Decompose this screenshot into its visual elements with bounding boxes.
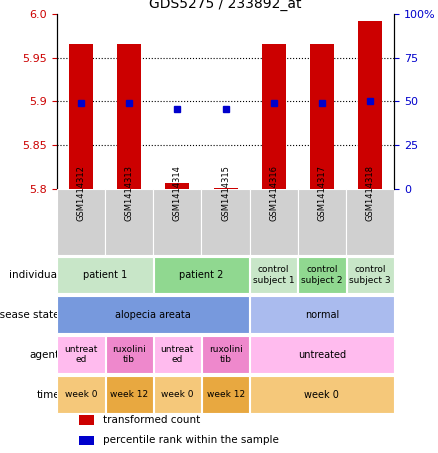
Text: patient 2: patient 2 <box>179 270 224 280</box>
Text: week 12: week 12 <box>206 390 245 399</box>
Text: time: time <box>36 390 60 400</box>
Text: disease state: disease state <box>0 310 60 320</box>
Bar <box>106 376 153 413</box>
Text: GSM1414312: GSM1414312 <box>77 165 85 221</box>
Text: ruxolini
tib: ruxolini tib <box>208 345 243 364</box>
Bar <box>57 337 105 373</box>
Bar <box>250 337 394 373</box>
Text: GSM1414316: GSM1414316 <box>269 165 278 221</box>
Bar <box>69 44 93 189</box>
Bar <box>57 297 249 333</box>
Text: ruxolini
tib: ruxolini tib <box>112 345 146 364</box>
Bar <box>346 189 394 255</box>
Bar <box>79 435 94 445</box>
Text: control
subject 1: control subject 1 <box>253 265 295 284</box>
Bar <box>154 257 249 293</box>
Bar <box>346 257 394 293</box>
Text: week 0: week 0 <box>161 390 194 399</box>
Bar <box>117 44 141 189</box>
Bar <box>250 297 394 333</box>
Text: untreat
ed: untreat ed <box>64 345 98 364</box>
Bar <box>57 376 105 413</box>
Text: GSM1414317: GSM1414317 <box>318 165 326 221</box>
Bar <box>310 44 334 189</box>
Bar <box>250 376 394 413</box>
Text: percentile rank within the sample: percentile rank within the sample <box>103 435 279 445</box>
Bar <box>250 257 297 293</box>
Bar <box>358 21 382 189</box>
Bar <box>154 376 201 413</box>
Bar <box>79 415 94 424</box>
Text: GSM1414315: GSM1414315 <box>221 165 230 221</box>
Bar <box>213 188 237 189</box>
Bar <box>57 257 153 293</box>
Text: untreated: untreated <box>298 350 346 360</box>
Text: week 0: week 0 <box>304 390 339 400</box>
Text: normal: normal <box>305 310 339 320</box>
Bar <box>57 189 105 255</box>
Bar <box>153 189 201 255</box>
Bar <box>250 189 298 255</box>
Text: untreat
ed: untreat ed <box>161 345 194 364</box>
Bar <box>261 44 286 189</box>
Bar <box>105 189 153 255</box>
Text: patient 1: patient 1 <box>83 270 127 280</box>
Text: GSM1414314: GSM1414314 <box>173 165 182 221</box>
Bar <box>165 183 189 189</box>
Bar <box>298 189 346 255</box>
Bar <box>154 337 201 373</box>
Bar <box>106 337 153 373</box>
Text: week 12: week 12 <box>110 390 148 399</box>
Text: agent: agent <box>30 350 60 360</box>
Text: GSM1414318: GSM1414318 <box>366 165 374 221</box>
Text: control
subject 3: control subject 3 <box>349 265 391 284</box>
Bar <box>201 189 250 255</box>
Text: alopecia areata: alopecia areata <box>116 310 191 320</box>
Bar <box>298 257 346 293</box>
Bar <box>202 376 249 413</box>
Text: control
subject 2: control subject 2 <box>301 265 343 284</box>
Text: individual: individual <box>9 270 60 280</box>
Text: transformed count: transformed count <box>103 415 200 425</box>
Text: week 0: week 0 <box>65 390 97 399</box>
Bar <box>202 337 249 373</box>
Title: GDS5275 / 233892_at: GDS5275 / 233892_at <box>149 0 302 11</box>
Text: GSM1414313: GSM1414313 <box>125 165 134 221</box>
